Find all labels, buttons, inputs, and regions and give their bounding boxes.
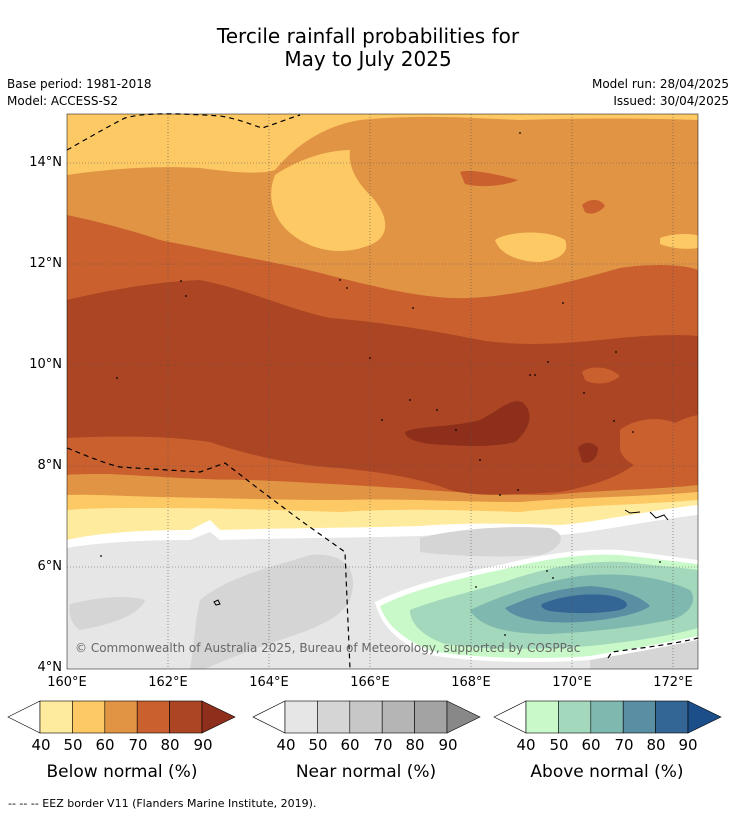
lon-tick-166e: 166°E: [350, 675, 390, 690]
lat-tick-10n: 10°N: [29, 357, 62, 372]
lat-tick-12n: 12°N: [29, 256, 62, 271]
map-fill-layers: [67, 114, 698, 669]
cb-below-tick-40: 40: [31, 736, 51, 754]
cb-near-tick-60: 60: [340, 736, 360, 754]
colorbar-near-normal: [252, 700, 481, 734]
cb-below-tick-70: 70: [128, 736, 148, 754]
copyright-note: © Commonwealth of Australia 2025, Bureau…: [75, 641, 581, 655]
map-frame: [66, 113, 699, 670]
lat-tick-4n: 4°N: [37, 660, 63, 675]
map-title-line2: May to July 2025: [284, 47, 452, 71]
lat-tick-14n: 14°N: [29, 155, 62, 170]
colorbars: [7, 700, 722, 734]
cb-above-tick-60: 60: [581, 736, 601, 754]
cb-above-tick-90: 90: [678, 736, 698, 754]
island-outlines: [213, 509, 669, 606]
lon-tick-160e: 160°E: [47, 675, 87, 690]
cb-below-tick-90: 90: [193, 736, 213, 754]
lon-tick-164e: 164°E: [249, 675, 289, 690]
colorbar-below-normal: [7, 700, 236, 734]
lat-tick-6n: 6°N: [37, 559, 63, 574]
lon-tick-172e: 172°E: [653, 675, 693, 690]
cb-above-tick-50: 50: [549, 736, 569, 754]
cb-above-tick-70: 70: [614, 736, 634, 754]
issued-date: Issued: 30/04/2025: [613, 94, 729, 108]
cb-above-tick-80: 80: [646, 736, 666, 754]
model-run: Model run: 28/04/2025: [591, 77, 729, 91]
base-period: Base period: 1981-2018: [7, 77, 152, 91]
cb-below-tick-50: 50: [63, 736, 83, 754]
cb-below-title: Below normal (%): [46, 762, 198, 782]
cb-near-tick-90: 90: [438, 736, 458, 754]
lat-tick-8n: 8°N: [37, 458, 63, 473]
island-markers: [100, 132, 661, 636]
lon-tick-170e: 170°E: [552, 675, 592, 690]
cb-near-tick-70: 70: [373, 736, 393, 754]
cb-near-tick-80: 80: [405, 736, 425, 754]
eez-border: [66, 113, 699, 670]
lon-tick-168e: 168°E: [451, 675, 491, 690]
map-gridlines: [67, 114, 698, 669]
cb-below-tick-60: 60: [95, 736, 115, 754]
cb-near-tick-40: 40: [276, 736, 296, 754]
model-name: Model: ACCESS-S2: [7, 94, 119, 108]
cb-near-tick-50: 50: [308, 736, 328, 754]
cb-above-title: Above normal (%): [530, 762, 684, 782]
map-title-line1: Tercile rainfall probabilities for: [216, 24, 520, 48]
cb-near-title: Near normal (%): [295, 762, 437, 782]
colorbar-above-normal: [493, 700, 722, 734]
lon-tick-162e: 162°E: [148, 675, 188, 690]
eez-footnote: -- -- -- EEZ border V11 (Flanders Marine…: [8, 797, 317, 810]
cb-below-tick-80: 80: [160, 736, 180, 754]
cb-above-tick-40: 40: [516, 736, 536, 754]
